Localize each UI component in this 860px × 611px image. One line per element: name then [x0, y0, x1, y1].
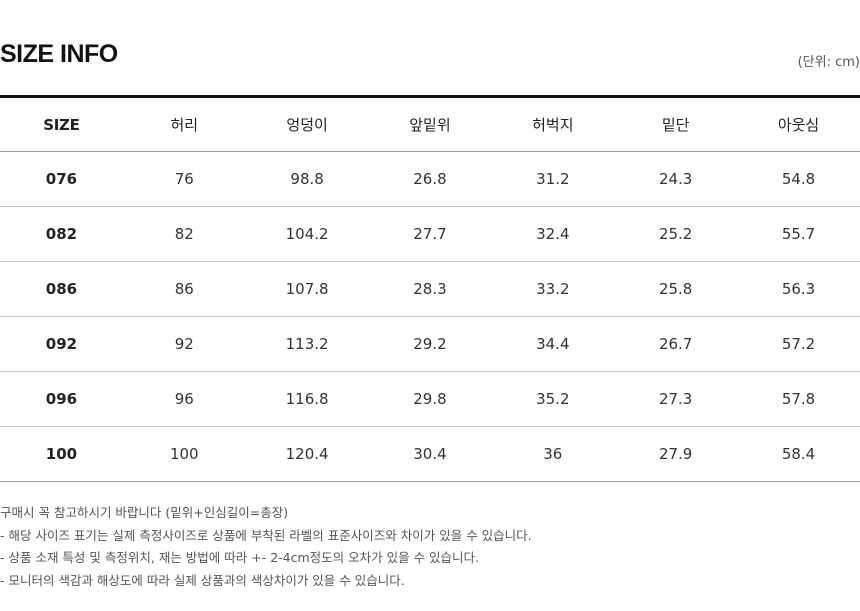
column-header-waist: 허리 — [122, 96, 246, 152]
note-line: - 해당 사이즈 표기는 실제 측정사이즈로 상품에 부착된 라벨의 표준사이즈… — [0, 527, 532, 543]
size-notes: 구매시 꼭 참고하시기 바랍니다 (밑위+인심길이=총장) - 해당 사이즈 표… — [0, 502, 532, 592]
outseam-cell: 54.8 — [737, 151, 860, 207]
hip-cell: 104.2 — [245, 206, 369, 262]
outseam-cell: 56.3 — [737, 261, 860, 317]
note-line: - 상품 소재 특성 및 측정위치, 재는 방법에 따라 +- 2-4cm정도의… — [0, 550, 480, 565]
hip-cell: 98.8 — [245, 151, 369, 207]
hem-cell: 25.8 — [614, 261, 738, 317]
thigh-cell: 33.2 — [491, 261, 615, 317]
table-row: 100 100 120.4 30.4 36 27.9 58.4 — [0, 427, 860, 482]
size-cell: 096 — [0, 371, 123, 427]
table-row: 086 86 107.8 28.3 33.2 25.8 56.3 — [0, 261, 860, 317]
size-cell: 082 — [0, 206, 123, 262]
thigh-cell: 34.4 — [491, 316, 615, 372]
waist-cell: 92 — [122, 316, 246, 372]
size-cell: 076 — [0, 151, 123, 207]
thigh-cell: 36 — [543, 445, 563, 463]
page-title: SIZE INFO — [0, 40, 118, 68]
note-line: 구매시 꼭 참고하시기 바랍니다 (밑위+인심길이=총장) — [0, 505, 289, 520]
hem-cell: 24.3 — [614, 151, 738, 207]
size-cell: 100 — [45, 445, 78, 463]
table-row: 076 76 98.8 26.8 31.2 24.3 54.8 — [0, 151, 860, 207]
table-row: 096 96 116.8 29.8 35.2 27.3 57.8 — [0, 371, 860, 427]
front-rise-cell: 30.4 — [413, 445, 447, 463]
front-rise-cell: 26.8 — [368, 151, 492, 207]
thigh-cell: 35.2 — [491, 371, 615, 427]
outseam-cell: 57.8 — [737, 371, 860, 427]
size-table-body: 076 76 98.8 26.8 31.2 24.3 54.8 082 82 1… — [0, 151, 860, 482]
hem-cell: 27.3 — [614, 371, 738, 427]
hem-cell: 26.7 — [614, 316, 738, 372]
thigh-cell: 32.4 — [491, 206, 615, 262]
size-cell: 086 — [0, 261, 123, 317]
hip-cell: 120.4 — [285, 445, 329, 463]
hem-cell: 25.2 — [614, 206, 738, 262]
thigh-cell: 31.2 — [491, 151, 615, 207]
size-table: SIZE 허리 엉덩이 앞밑위 허벅지 밑단 아웃심 076 76 98.8 2… — [0, 95, 860, 482]
front-rise-cell: 29.8 — [368, 371, 492, 427]
outseam-cell: 57.2 — [737, 316, 860, 372]
front-rise-cell: 28.3 — [368, 261, 492, 317]
column-header-size: SIZE — [0, 96, 123, 152]
hip-cell: 107.8 — [245, 261, 369, 317]
hip-cell: 113.2 — [245, 316, 369, 372]
front-rise-cell: 27.7 — [368, 206, 492, 262]
waist-cell: 76 — [122, 151, 246, 207]
unit-label: (단위: cm) — [797, 55, 860, 70]
front-rise-cell: 29.2 — [368, 316, 492, 372]
column-header-thigh: 허벅지 — [491, 96, 615, 152]
column-header-front-rise: 앞밑위 — [368, 96, 492, 152]
waist-cell: 86 — [122, 261, 246, 317]
outseam-cell: 58.4 — [781, 445, 816, 463]
waist-cell: 96 — [122, 371, 246, 427]
hem-cell: 27.9 — [658, 445, 693, 463]
header-row: SIZE 허리 엉덩이 앞밑위 허벅지 밑단 아웃심 — [0, 96, 860, 152]
table-row: 082 82 104.2 27.7 32.4 25.2 55.7 — [0, 206, 860, 262]
note-line: - 모니터의 색감과 해상도에 따라 실제 상품과의 색상차이가 있을 수 있습… — [0, 572, 405, 588]
column-header-hip: 엉덩이 — [245, 96, 369, 152]
waist-cell: 82 — [122, 206, 246, 262]
column-header-hem: 밑단 — [614, 96, 738, 152]
size-cell: 092 — [0, 316, 123, 372]
waist-cell: 100 — [169, 445, 199, 463]
column-header-outseam: 아웃심 — [737, 96, 860, 152]
hip-cell: 116.8 — [245, 371, 369, 427]
table-row: 092 92 113.2 29.2 34.4 26.7 57.2 — [0, 316, 860, 372]
size-table-header: SIZE 허리 엉덩이 앞밑위 허벅지 밑단 아웃심 — [0, 96, 860, 152]
outseam-cell: 55.7 — [737, 206, 860, 262]
